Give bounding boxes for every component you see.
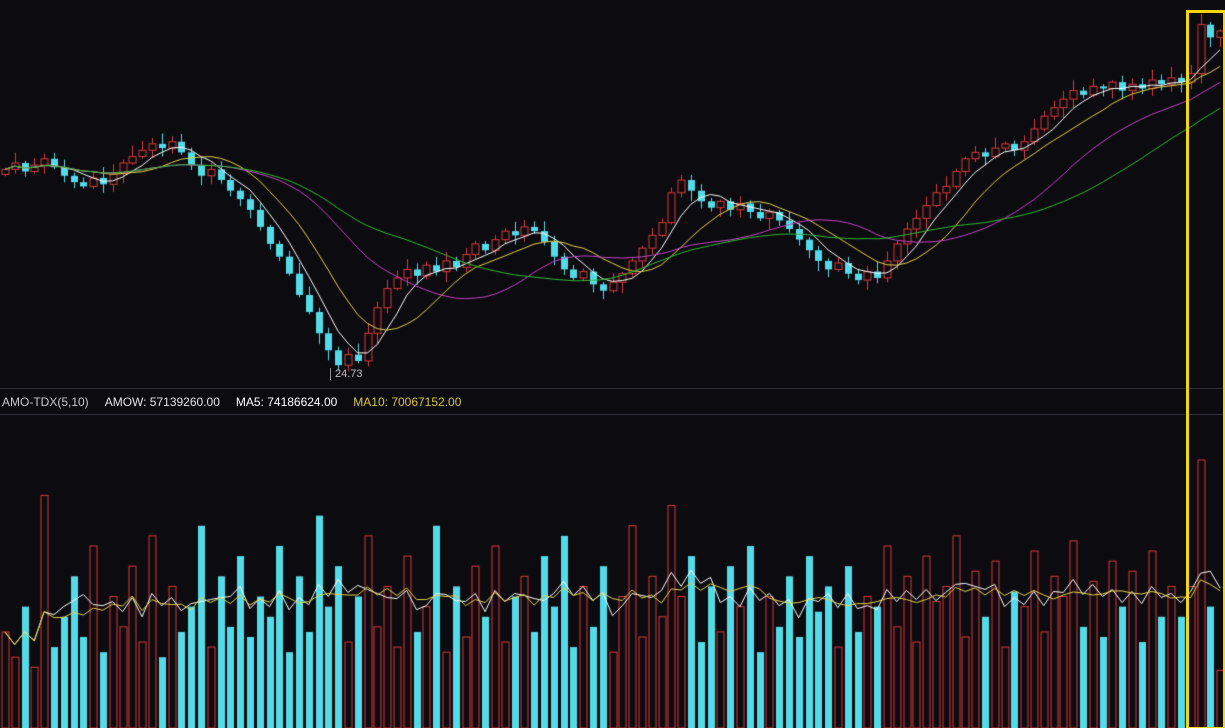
low-price-label: 24.73 bbox=[330, 368, 363, 380]
indicator-header-bar: AMO-TDX(5,10) AMOW: 57139260.00 MA5: 741… bbox=[0, 388, 1225, 415]
price-panel: 24.73 bbox=[0, 0, 1225, 388]
amow-value-label: AMOW: 57139260.00 bbox=[104, 394, 220, 409]
amount-bars-chart[interactable] bbox=[0, 415, 1225, 728]
amount-panel bbox=[0, 415, 1225, 728]
ma5-value-label: MA5: 74186624.00 bbox=[235, 394, 338, 409]
ma10-value-label: MA10: 70067152.00 bbox=[353, 394, 462, 409]
indicator-name-label[interactable]: AMO-TDX(5,10) bbox=[2, 394, 89, 409]
candlestick-chart[interactable] bbox=[0, 0, 1225, 388]
